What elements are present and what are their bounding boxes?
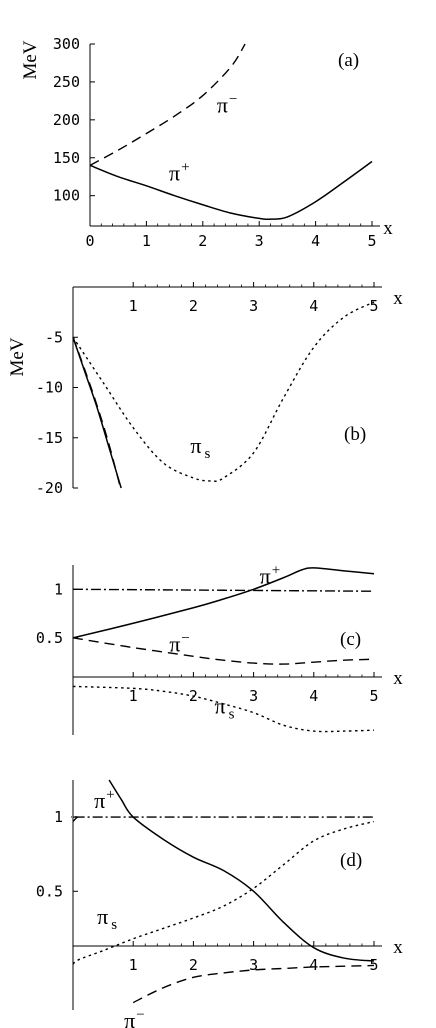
y-tick-label: -10 <box>36 379 63 397</box>
y-tick-label: -5 <box>45 328 63 346</box>
series-line-dashed <box>72 337 121 487</box>
series-line-dotted <box>72 301 375 482</box>
series-annotation: π+ <box>169 160 190 186</box>
annotation-superscript: + <box>181 160 189 176</box>
x-tick-label: 3 <box>249 297 258 315</box>
series-line-dashdot <box>71 816 374 823</box>
y-tick-label: 1 <box>54 808 63 826</box>
y-tick-label: -15 <box>36 429 63 447</box>
series-annotation: π− <box>124 1007 145 1028</box>
panel-b: 1 2 3 4 5 -5 -10 -15 -20 x MeV (b) π s <box>7 282 403 497</box>
series-line-dashed <box>89 43 246 166</box>
y-axis-label: MeV <box>20 40 41 79</box>
panel-d: 1 2 3 4 510.5x(d)π+π sπ− <box>36 779 403 1028</box>
x-tick-label: 3 <box>249 956 258 974</box>
x-tick-label: 1 <box>129 297 138 315</box>
x-tick-label: 4 <box>309 297 318 315</box>
x-tick-label: 4 <box>311 232 320 250</box>
panel-label: (d) <box>340 850 362 871</box>
annotation-superscript: − <box>181 630 189 646</box>
annotation-subscript: s <box>229 707 235 723</box>
x-tick-label: 3 <box>255 232 264 250</box>
annotation-base: π <box>217 92 228 117</box>
y-tick-label: 200 <box>53 111 80 129</box>
x-tick-label: 1 <box>142 232 151 250</box>
y-tick-label: 1 <box>54 580 63 598</box>
x-tick-label: 5 <box>369 956 378 974</box>
annotation-subscript: s <box>204 446 210 462</box>
x-tick-label: 4 <box>309 956 318 974</box>
x-tick-label: 3 <box>249 687 258 705</box>
annotation-base: π <box>169 161 180 186</box>
annotation-subscript: s <box>111 917 117 933</box>
series-line-solid <box>72 567 375 639</box>
x-axis-label: x <box>393 668 403 689</box>
series-line-solid <box>89 160 373 221</box>
series-line-dashdot <box>72 588 375 592</box>
panel-label: (c) <box>340 629 361 650</box>
annotation-base: π <box>97 904 108 929</box>
x-tick-label: 5 <box>369 687 378 705</box>
x-tick-label: 5 <box>369 297 378 315</box>
y-tick-label: 0.5 <box>36 629 63 647</box>
x-tick-label: 4 <box>309 687 318 705</box>
x-tick-label: 1 <box>129 687 138 705</box>
annotation-base: π <box>260 563 271 588</box>
panel-label: (a) <box>338 50 359 71</box>
series-annotation: π+ <box>260 562 281 588</box>
annotation-superscript: − <box>229 91 237 107</box>
series-line-dotted <box>72 820 375 965</box>
annotation-base: π <box>190 433 201 458</box>
x-tick-label: 5 <box>367 232 376 250</box>
x-tick-label: 2 <box>198 232 207 250</box>
x-axis-label: x <box>393 288 403 309</box>
y-tick-label: 0.5 <box>36 882 63 900</box>
annotation-base: π <box>169 631 180 656</box>
annotation-base: π <box>94 788 105 813</box>
annotation-superscript: + <box>106 787 114 803</box>
x-tick-label: 1 <box>129 956 138 974</box>
series-annotation: π+ <box>94 787 115 813</box>
series-annotation: π− <box>169 630 190 656</box>
panel-c: 1 2 3 4 510.5x(c)π+π−π s <box>36 562 403 735</box>
y-tick-label: 100 <box>53 187 80 205</box>
x-tick-label: 2 <box>189 297 198 315</box>
y-tick-label: 150 <box>53 149 80 167</box>
series-annotation: π− <box>217 91 238 117</box>
panel-label: (b) <box>344 424 366 445</box>
x-axis-label: x <box>383 218 393 239</box>
y-tick-label: 250 <box>53 73 80 91</box>
x-axis-label: x <box>393 937 403 958</box>
x-tick-label: 0 <box>85 232 94 250</box>
annotation-base: π <box>214 694 225 719</box>
series-line-dashed <box>72 637 375 665</box>
annotation-superscript: − <box>136 1007 144 1023</box>
annotation-base: π <box>124 1008 135 1028</box>
annotation-superscript: + <box>272 562 280 578</box>
y-tick-label: -20 <box>36 479 63 497</box>
series-line-solid <box>108 779 375 962</box>
y-tick-label: 300 <box>53 35 80 53</box>
y-axis-label: MeV <box>7 337 28 376</box>
x-tick-label: 2 <box>189 956 198 974</box>
